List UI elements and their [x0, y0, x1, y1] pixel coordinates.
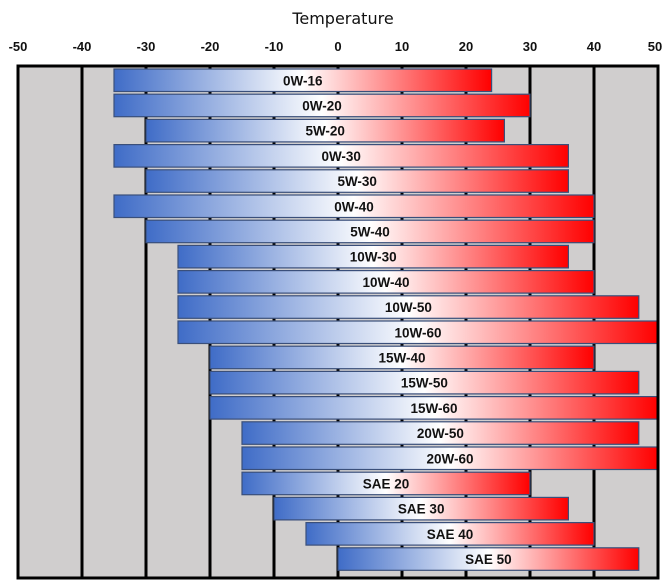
x-tick-label: -40: [73, 39, 92, 54]
bar-row: 0W-30: [113, 144, 569, 168]
bar: [273, 496, 569, 521]
bar-row: 15W-60: [209, 396, 659, 420]
bar-label: 5W-40: [350, 224, 390, 239]
bar-label: 15W-40: [379, 350, 426, 365]
x-tick-label: -20: [201, 39, 220, 54]
bar-row: 10W-60: [177, 320, 659, 345]
x-tick-label: 0: [334, 39, 341, 54]
bar-row: 15W-40: [209, 345, 595, 370]
bar-row: 5W-20: [145, 118, 505, 143]
bar-label: 5W-30: [337, 174, 377, 189]
bar-row: 0W-16: [113, 68, 493, 93]
x-tick-label: 30: [523, 39, 537, 54]
bar-row: 15W-50: [209, 370, 640, 395]
bar: [209, 370, 640, 395]
bar: [241, 421, 640, 445]
bar-label: 10W-50: [385, 300, 432, 315]
bar: [113, 144, 569, 168]
bar: [145, 118, 505, 143]
bar-row: 0W-40: [113, 194, 595, 219]
bar: [337, 547, 640, 571]
bar: [177, 270, 595, 294]
bar-label: 0W-30: [321, 149, 361, 164]
bar: [145, 219, 595, 244]
x-tick-label: -10: [265, 39, 284, 54]
x-axis-ticks: -50 -40 -30 -20 -10 0 10 20 30 40 50: [9, 39, 663, 54]
bar-label: 0W-16: [283, 73, 323, 88]
bar-row: 20W-60: [241, 446, 659, 471]
bar-row: 10W-50: [177, 295, 640, 319]
x-tick-label: 50: [648, 39, 662, 54]
bar-label: 15W-50: [401, 376, 448, 391]
x-tick-label: 40: [587, 39, 601, 54]
bar-row: 10W-30: [177, 244, 569, 269]
bar-label: SAE 30: [398, 502, 445, 517]
bar-label: 20W-60: [427, 451, 474, 466]
x-tick-label: -50: [9, 39, 28, 54]
bar-row: SAE 50: [337, 547, 640, 571]
x-tick-label: 10: [395, 39, 409, 54]
bar-row: SAE 40: [305, 521, 595, 546]
bar-label: 0W-20: [302, 98, 342, 113]
bar: [113, 194, 595, 219]
bar: [177, 244, 569, 269]
bar-row: SAE 20: [241, 471, 531, 496]
x-tick-label: -30: [137, 39, 156, 54]
bar-row: 5W-40: [145, 219, 595, 244]
bar: [177, 295, 640, 319]
bar-row: 10W-40: [177, 270, 595, 294]
bar-label: SAE 20: [363, 476, 410, 491]
bar: [145, 169, 569, 193]
bar-label: SAE 40: [427, 527, 474, 542]
bars: 0W-16 0W-20 5W-20 0W-30 5W-30 0W-40 5W-40 10W-3…: [113, 68, 659, 571]
bar-row: 5W-30: [145, 169, 569, 193]
bar-row: 20W-50: [241, 421, 640, 445]
bar-label: 5W-20: [305, 124, 345, 139]
bar-row: SAE 30: [273, 496, 569, 521]
chart-title: Temperature: [291, 9, 393, 28]
bar-label: 15W-60: [411, 401, 458, 416]
bar: [209, 345, 595, 370]
bar-row: 0W-20: [113, 93, 531, 118]
bar-label: 0W-40: [334, 199, 374, 214]
bar-label: 10W-40: [363, 275, 410, 290]
bar-label: 10W-30: [350, 250, 397, 265]
bar: [241, 471, 531, 496]
plot-frame: [16, 64, 660, 580]
bar-label: 20W-50: [417, 426, 464, 441]
x-tick-label: 20: [459, 39, 473, 54]
bar: [305, 521, 595, 546]
bar: [113, 93, 531, 118]
bar-label: SAE 50: [465, 552, 512, 567]
bar-label: 10W-60: [395, 325, 442, 340]
bar: [113, 68, 493, 93]
